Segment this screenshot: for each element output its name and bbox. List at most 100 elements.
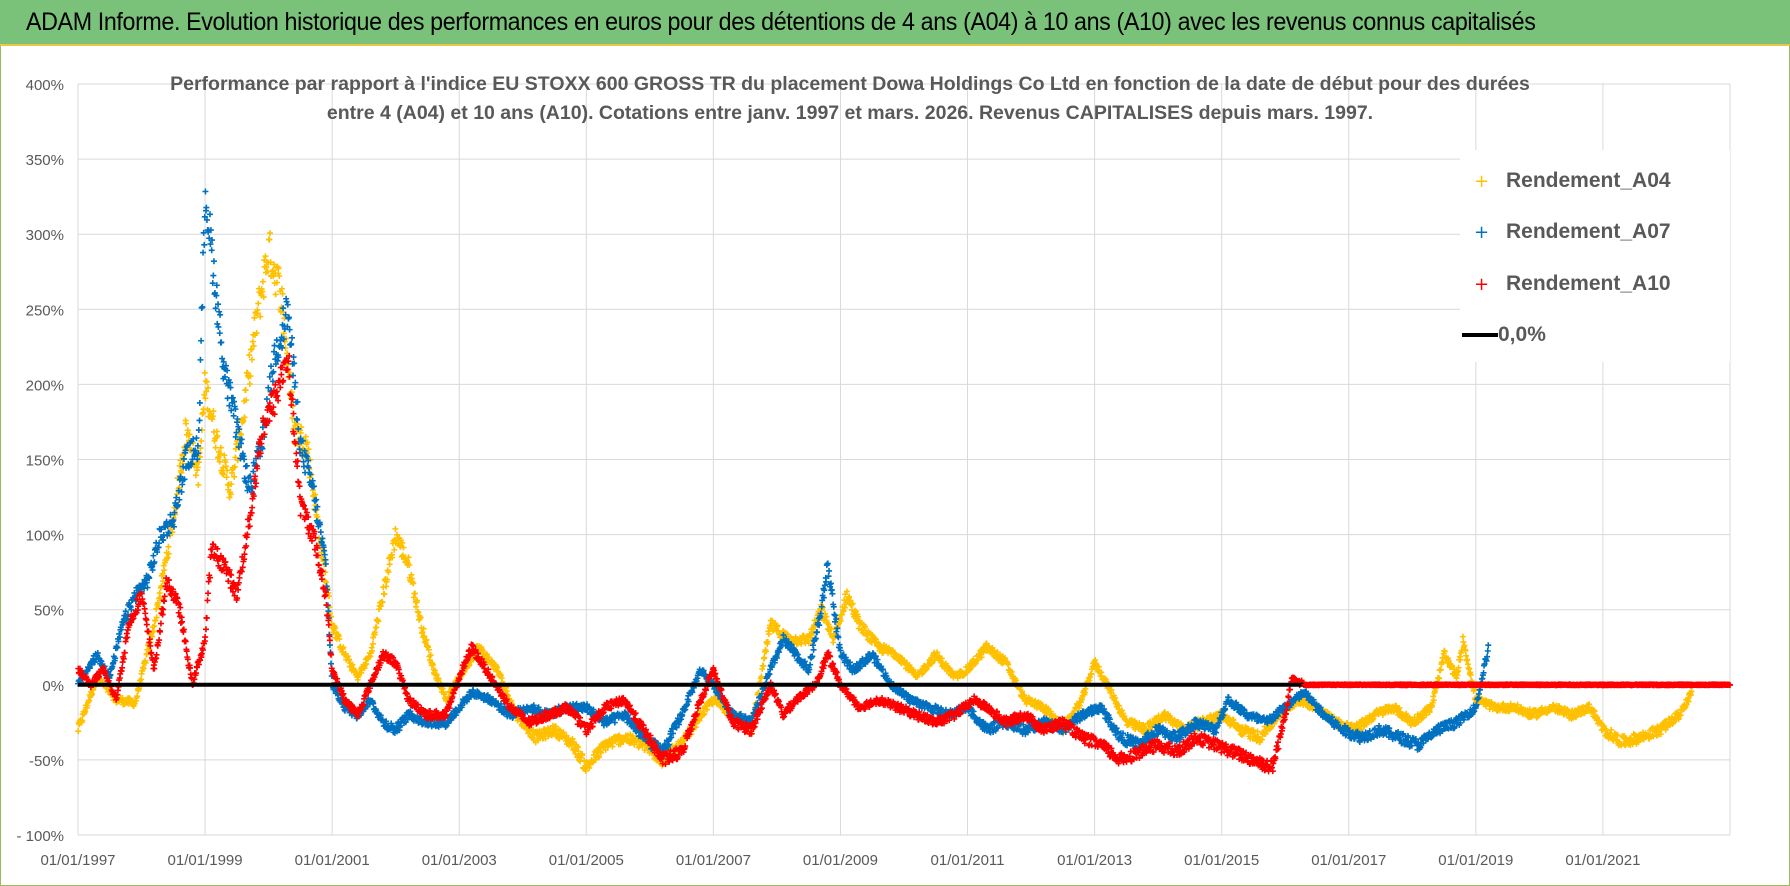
data-point xyxy=(198,437,205,444)
data-point xyxy=(322,569,329,576)
data-point xyxy=(195,481,202,488)
data-point xyxy=(249,338,256,345)
data-point xyxy=(400,544,407,551)
data-point xyxy=(289,415,296,422)
data-point xyxy=(375,618,382,625)
y-tick-label: 400% xyxy=(26,77,64,94)
data-point xyxy=(761,654,768,661)
data-point xyxy=(248,356,255,363)
data-point xyxy=(229,394,236,401)
data-point xyxy=(194,464,201,471)
data-point xyxy=(290,354,297,361)
data-point xyxy=(271,261,278,268)
data-point xyxy=(212,444,219,451)
data-point xyxy=(278,285,285,292)
data-point xyxy=(279,290,286,297)
data-point xyxy=(385,569,392,576)
y-tick-label: 50% xyxy=(34,603,64,620)
data-point xyxy=(178,469,185,476)
data-point xyxy=(250,342,257,349)
data-point xyxy=(263,396,270,403)
data-point xyxy=(288,340,295,347)
data-point xyxy=(358,669,365,676)
data-point xyxy=(386,561,393,568)
data-point xyxy=(243,397,250,404)
y-tick-label: 150% xyxy=(26,453,64,470)
data-point xyxy=(142,659,149,666)
data-point xyxy=(215,323,222,330)
data-point xyxy=(563,732,570,739)
data-point xyxy=(197,356,204,363)
data-point xyxy=(251,314,258,321)
data-point xyxy=(220,471,227,478)
data-point xyxy=(305,446,312,453)
series-Rendement_A07 xyxy=(75,188,1492,760)
data-point xyxy=(582,767,589,774)
x-tick-label: 01/01/2017 xyxy=(1311,852,1386,869)
data-point xyxy=(198,337,205,344)
data-point xyxy=(527,728,534,735)
data-point xyxy=(203,388,210,395)
data-point xyxy=(247,373,254,380)
data-point xyxy=(153,614,160,621)
data-point xyxy=(421,633,428,640)
data-point xyxy=(304,439,311,446)
data-point xyxy=(152,617,159,624)
data-point xyxy=(201,369,208,376)
data-point xyxy=(259,288,266,295)
data-point xyxy=(379,599,386,606)
data-point xyxy=(165,543,172,550)
data-point xyxy=(210,258,217,265)
data-point xyxy=(406,561,413,568)
x-tick-label: 01/01/2009 xyxy=(803,852,878,869)
data-point xyxy=(195,459,202,466)
data-point xyxy=(140,665,147,672)
data-point xyxy=(82,708,89,715)
data-point xyxy=(596,754,603,761)
data-point xyxy=(273,279,280,286)
data-point xyxy=(595,753,602,760)
data-point xyxy=(255,300,262,307)
data-point xyxy=(228,481,235,488)
data-point xyxy=(371,629,378,636)
data-point xyxy=(415,609,422,616)
data-point xyxy=(230,412,237,419)
data-point xyxy=(1457,656,1464,663)
data-point xyxy=(275,265,282,272)
data-point xyxy=(202,395,209,402)
y-tick-label: 100% xyxy=(26,528,64,545)
data-point xyxy=(814,629,821,636)
data-point xyxy=(384,576,391,583)
data-point xyxy=(615,733,622,740)
y-tick-label: 250% xyxy=(26,302,64,319)
data-point xyxy=(254,310,261,317)
data-point xyxy=(186,431,193,438)
data-point xyxy=(176,462,183,469)
x-tick-label: 01/01/2001 xyxy=(295,852,370,869)
data-point xyxy=(597,749,604,756)
data-point xyxy=(216,458,223,465)
x-tick-label: 01/01/2013 xyxy=(1057,852,1132,869)
data-point xyxy=(210,408,217,415)
data-point xyxy=(312,491,319,498)
x-tick-label: 01/01/2007 xyxy=(676,852,751,869)
data-point xyxy=(157,594,164,601)
data-point xyxy=(217,450,224,457)
data-point xyxy=(134,693,141,700)
x-tick-label: 01/01/2003 xyxy=(422,852,497,869)
banner: ADAM Informe. Evolution historique des p… xyxy=(0,0,1790,46)
data-point xyxy=(159,570,166,577)
data-point xyxy=(1437,666,1444,673)
data-point xyxy=(340,644,347,651)
data-point xyxy=(397,543,404,550)
data-point xyxy=(196,399,203,406)
data-point xyxy=(79,717,86,724)
data-point xyxy=(427,652,434,659)
data-point xyxy=(399,539,406,546)
data-point xyxy=(575,748,582,755)
data-point xyxy=(75,728,82,735)
data-point xyxy=(425,646,432,653)
data-point xyxy=(193,435,200,442)
data-point xyxy=(257,313,264,320)
